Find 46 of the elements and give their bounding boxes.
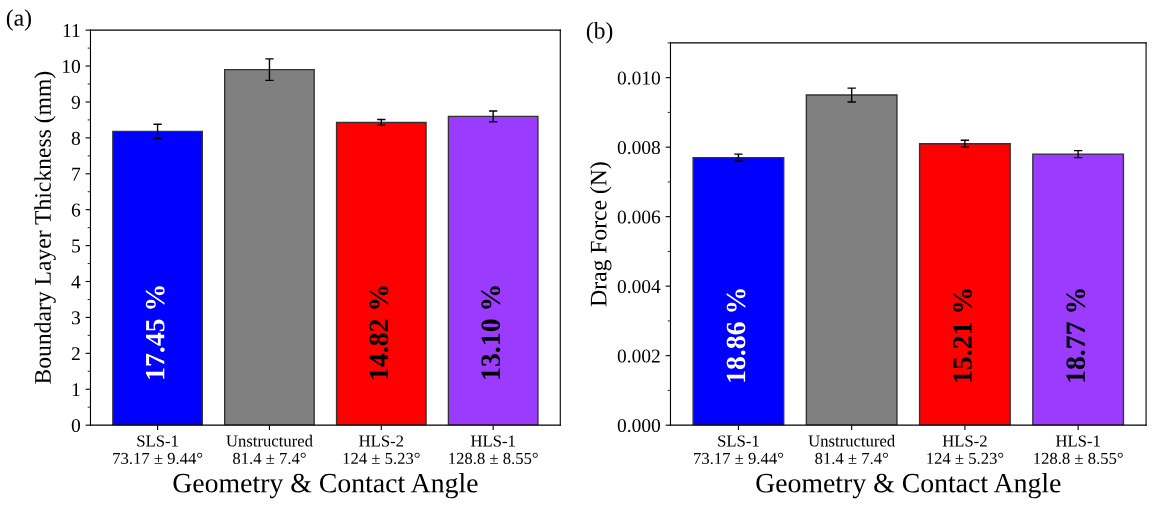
y-tick-label: 7: [72, 167, 81, 181]
bar: [918, 142, 1011, 426]
y-tick-label: 9: [71, 95, 80, 109]
y-tick-label: 0.000: [617, 418, 661, 433]
x-tick-label: HLS-2 124 ± 5.23°: [343, 435, 420, 465]
x-tick-label: HLS-1 128.8 ± 8.55°: [1034, 435, 1123, 465]
y-axis-title: Boundary Layer Thickness (mm): [34, 71, 56, 384]
bar: [112, 130, 204, 426]
x-tick-label: HLS-2 124 ± 5.23°: [927, 435, 1004, 465]
y-tick-label: 0: [71, 418, 81, 433]
text: (b): [586, 22, 613, 44]
y-tick-label: 0.006: [617, 210, 661, 224]
x-axis-title: Geometry & Contact Angle: [756, 472, 1061, 499]
y-tick-label: 0.008: [617, 140, 661, 155]
annotation: 15.21 %: [953, 289, 972, 382]
annotation: 13.10 %: [481, 286, 501, 379]
bar: [447, 115, 539, 426]
bar: [692, 156, 785, 426]
y-tick-label: 2: [71, 347, 80, 361]
y-tick-label: 6: [71, 203, 81, 217]
y-tick-label: 1: [72, 383, 80, 396]
x-tick-label: Unstructured 81.4 ± 7.4°: [808, 434, 895, 465]
x-tick-label: SLS-1 73.17 ± 9.44°: [694, 435, 784, 465]
x-tick-label: HLS-1 128.8 ± 8.55°: [449, 435, 538, 465]
y-tick-label: 4: [71, 275, 81, 289]
y-tick-label: 10: [63, 59, 81, 73]
bar: [224, 68, 315, 426]
x-axis-title: Geometry & Contact Angle: [173, 472, 478, 499]
bar: [805, 94, 898, 426]
y-tick-label: 11: [63, 24, 80, 37]
x-tick-label: SLS-1 73.17 ± 9.44°: [113, 435, 203, 465]
y-tick-label: 5: [72, 239, 80, 253]
y-tick-label: 3: [71, 311, 80, 325]
text: (a): [6, 9, 31, 31]
annotation: 14.82 %: [369, 286, 389, 379]
annotation: 18.77 %: [1066, 289, 1086, 382]
y-tick-label: 0.002: [617, 349, 660, 363]
y-tick-label: 0.004: [617, 279, 661, 294]
x-tick-label: Unstructured 81.4 ± 7.4°: [226, 434, 313, 465]
annotation: 17.45 %: [145, 286, 165, 379]
y-tick-label: 0.010: [617, 71, 661, 85]
y-axis-title: Drag Force (N): [589, 162, 612, 307]
bar: [335, 121, 427, 426]
annotation: 18.86 %: [726, 289, 746, 382]
bar: [1032, 153, 1125, 426]
y-tick-label: 8: [71, 131, 81, 145]
